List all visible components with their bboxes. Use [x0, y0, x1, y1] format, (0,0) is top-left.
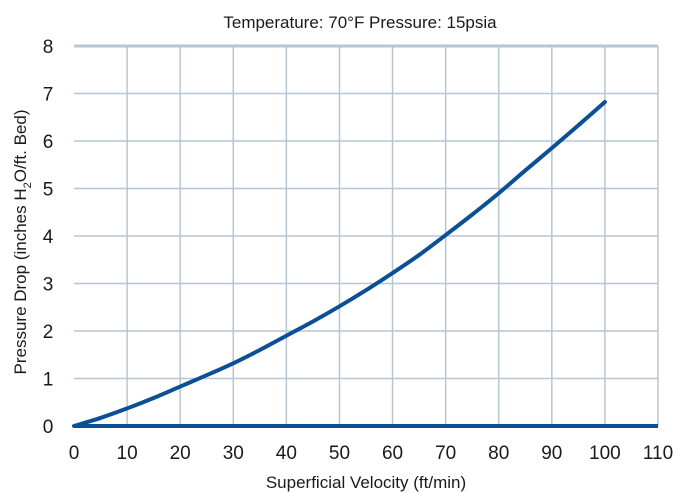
y-tick-label: 4: [43, 227, 54, 248]
y-tick-label: 7: [43, 85, 54, 106]
x-tick-label: 110: [643, 443, 673, 464]
y-axis-label: Pressure Drop (inches H2O/ft. Bed): [11, 109, 34, 374]
y-tick-label: 2: [43, 322, 54, 343]
x-tick-label: 60: [382, 443, 403, 464]
y-tick-label: 5: [43, 180, 54, 201]
y-tick-label: 3: [43, 275, 54, 296]
x-tick-label: 80: [488, 443, 509, 464]
x-tick-label: 0: [69, 443, 80, 464]
x-tick-label: 30: [223, 443, 244, 464]
x-tick-label: 50: [329, 443, 350, 464]
x-tick-label: 90: [541, 443, 562, 464]
y-tick-label: 1: [43, 370, 54, 391]
y-tick-label: 6: [43, 132, 54, 153]
x-tick-label: 100: [589, 443, 621, 464]
y-tick-label: 0: [43, 417, 54, 438]
x-tick-label: 20: [170, 443, 191, 464]
x-axis-label: Superficial Velocity (ft/min): [266, 473, 466, 492]
x-tick-label: 10: [117, 443, 138, 464]
grid: [74, 44, 659, 426]
y-tick-label: 8: [43, 37, 54, 58]
x-tick-label: 40: [276, 443, 297, 464]
series-line: [72, 100, 607, 428]
x-tick-label: 70: [435, 443, 456, 464]
chart-title: Temperature: 70°F Pressure: 15psia: [223, 13, 497, 32]
series-layer: [72, 100, 658, 428]
